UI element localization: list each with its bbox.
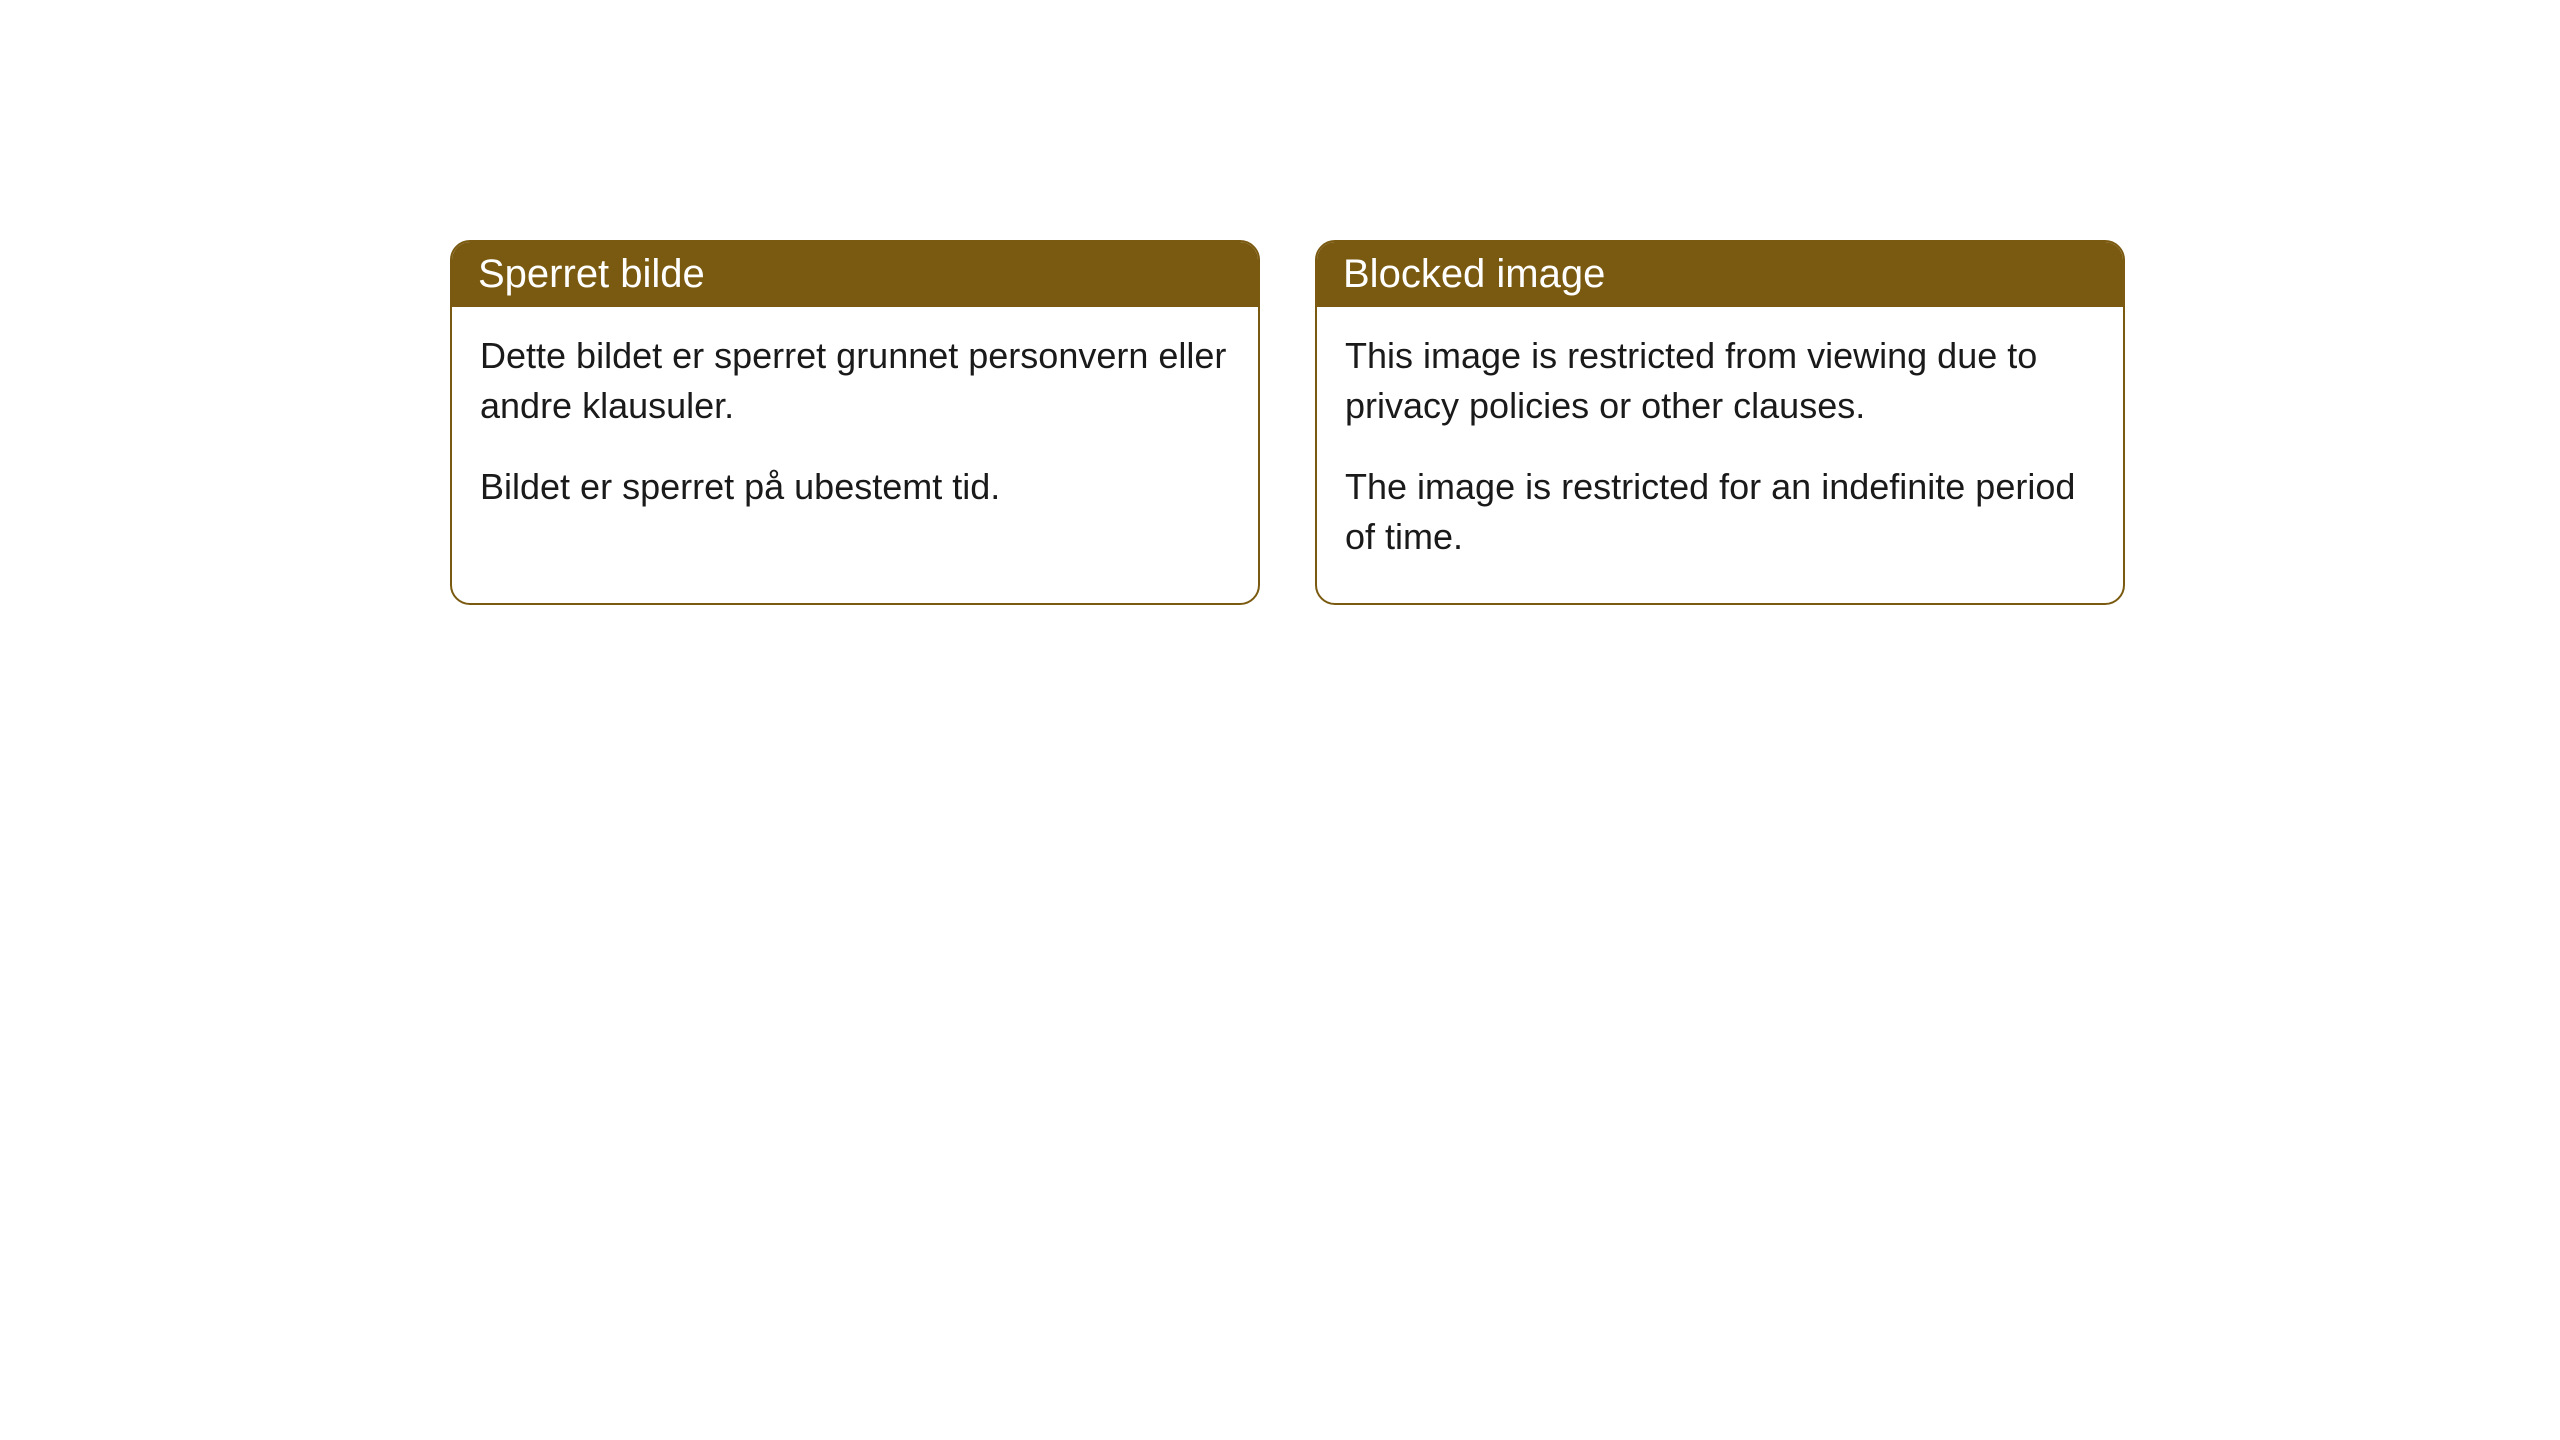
card-paragraph-2: Bildet er sperret på ubestemt tid.	[480, 462, 1230, 512]
blocked-image-card-norwegian: Sperret bilde Dette bildet er sperret gr…	[450, 240, 1260, 605]
card-paragraph-2: The image is restricted for an indefinit…	[1345, 462, 2095, 563]
card-title: Blocked image	[1343, 252, 1605, 296]
card-header-norwegian: Sperret bilde	[452, 242, 1258, 307]
cards-container: Sperret bilde Dette bildet er sperret gr…	[0, 0, 2560, 605]
card-title: Sperret bilde	[478, 252, 705, 296]
blocked-image-card-english: Blocked image This image is restricted f…	[1315, 240, 2125, 605]
card-paragraph-1: Dette bildet er sperret grunnet personve…	[480, 331, 1230, 432]
card-body-english: This image is restricted from viewing du…	[1317, 307, 2123, 603]
card-body-norwegian: Dette bildet er sperret grunnet personve…	[452, 307, 1258, 552]
card-header-english: Blocked image	[1317, 242, 2123, 307]
card-paragraph-1: This image is restricted from viewing du…	[1345, 331, 2095, 432]
